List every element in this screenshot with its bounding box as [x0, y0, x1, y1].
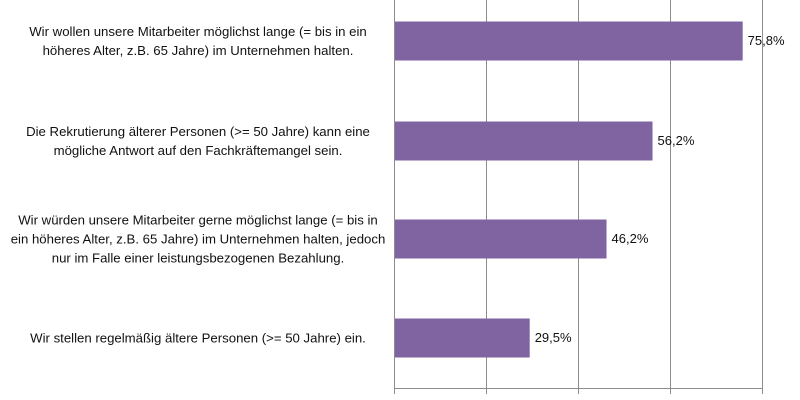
category-label: Wir würden unsere Mitarbeiter gerne mögl…	[10, 212, 386, 266]
data-label: 75,8%	[747, 33, 785, 48]
data-label: 56,2%	[657, 133, 695, 148]
bar	[395, 21, 743, 61]
bar	[395, 219, 607, 259]
bar	[395, 318, 530, 358]
category-label: Wir wollen unsere Mitarbeiter möglichst …	[29, 24, 367, 58]
data-label: 46,2%	[611, 231, 649, 246]
data-label: 29,5%	[534, 330, 572, 345]
category-label: Wir stellen regelmäßig ältere Personen (…	[30, 330, 366, 346]
bar	[395, 121, 653, 161]
category-label: Die Rekrutierung älterer Personen (>= 50…	[26, 124, 370, 158]
